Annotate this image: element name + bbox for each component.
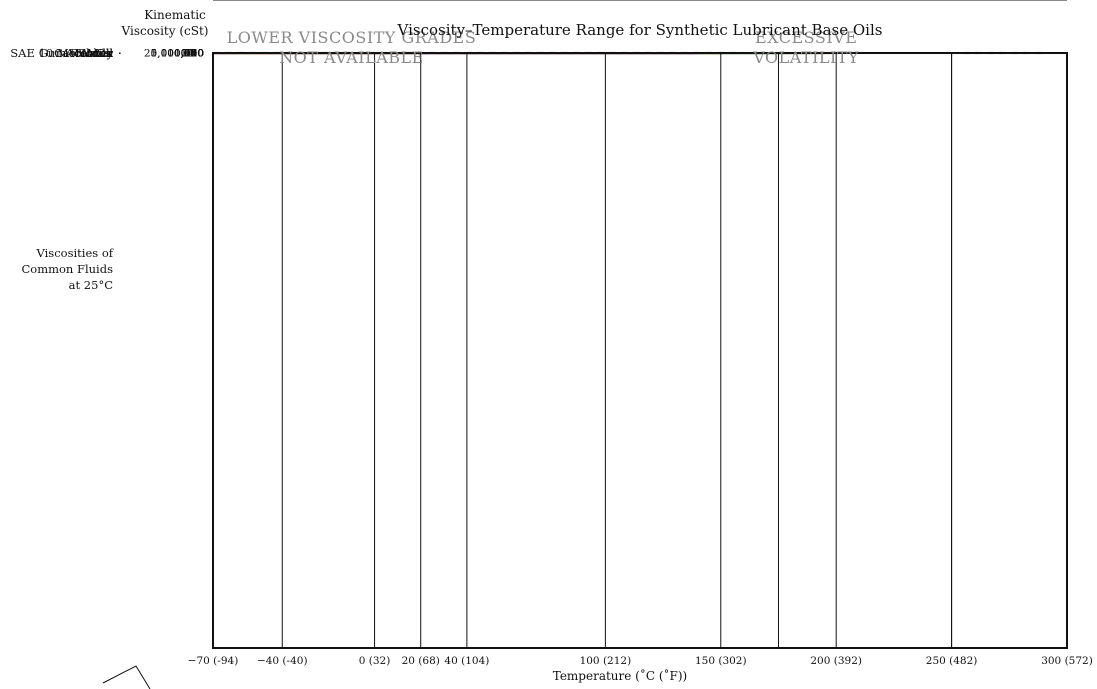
x-tick-label-10: 300 (572) <box>1041 655 1093 667</box>
common-fluid-tick-5: · <box>118 46 122 60</box>
common-fluids-heading-line-3: at 25°C <box>69 278 114 292</box>
y-tick-label-9: 50 <box>191 48 204 60</box>
x-tick-label-4: 20 (68) <box>402 655 440 667</box>
x-tick-label-9: 250 (482) <box>926 655 978 667</box>
common-fluid-label-4: SAE 10 Motor Oil <box>10 46 113 60</box>
y-tick-label-12: 6.0 <box>187 48 204 60</box>
common-fluid-label-5: Milk <box>87 46 114 60</box>
common-fluid-label-2: Honey <box>75 46 113 60</box>
x-tick-label-1: −70 (-94) <box>188 655 239 667</box>
y-tick-label-13: 4.0 <box>187 48 204 60</box>
common-fluid-label-6: Water <box>78 46 113 60</box>
y-tick-label-18: 0.70 <box>181 48 204 60</box>
region-label-2-line-2: VOLATILITY <box>752 48 859 67</box>
y-tick-label-11: 8.0 <box>187 48 204 60</box>
page-corner-mark <box>102 665 151 689</box>
y-tick-label-16: 0.90 <box>181 48 204 60</box>
y-tick-label-1: 20,000,000 <box>144 48 204 60</box>
x-tick-label-3: 0 (32) <box>359 655 391 667</box>
y-axis-label-line-2: Viscosity (cSt) <box>121 24 209 38</box>
x-tick-labels: −70 (-94) −40 (-40) 0 (32) 20 (68) 40 (104) 1… <box>188 655 1093 667</box>
x-axis-label: Temperature (˚C (˚F)) <box>553 668 687 683</box>
y-tick-label-14: 2.0 <box>187 48 204 60</box>
y-tick-label-10: 10 <box>191 48 204 60</box>
common-fluid-tick-6: · <box>118 46 122 60</box>
common-fluids-heading-line-2: Common Fluids <box>21 262 113 276</box>
grid-layer <box>212 0 1068 648</box>
y-tick-label-2: 5,000,000 <box>151 48 204 60</box>
common-fluids-heading-line-1: Viscosities of <box>36 246 114 260</box>
y-tick-labels: 20,000,0005,000,0001,000,000100,00010,00… <box>144 0 204 60</box>
y-axis-label-line-1: Kinematic <box>144 8 206 22</box>
y-tick-label-19: 0.60 <box>181 48 204 60</box>
y-tick-label-5: 10,000 <box>167 48 204 60</box>
y-tick-label-4: 100,000 <box>161 48 204 60</box>
region-label-2-line-1: EXCESSIVE <box>755 28 857 47</box>
y-tick-label-6: 1,000 <box>174 48 204 60</box>
common-fluid-labels: Gum Rubber ·Honey ·Castor Oil ·SAE 10 Motor… <box>10 46 121 60</box>
common-fluid-label-7: Acetone <box>65 46 114 60</box>
x-tick-label-5: 40 (104) <box>444 655 489 667</box>
x-tick-label-2: −40 (-40) <box>257 655 308 667</box>
y-tick-label-8: 100 <box>184 48 204 60</box>
x-tick-label-6: 100 (212) <box>580 655 632 667</box>
common-fluid-tick-2: · <box>118 46 122 60</box>
y-tick-label-20: 0.50 <box>181 48 204 60</box>
y-tick-label-7: 500 <box>184 48 204 60</box>
common-fluid-tick-1: · <box>118 46 122 60</box>
x-tick-label-8: 200 (392) <box>810 655 862 667</box>
y-tick-label-22: 0.30 <box>181 0 204 3</box>
common-fluid-tick-3: · <box>118 46 122 60</box>
common-fluid-tick-7: · <box>118 46 122 60</box>
plot-frame <box>212 52 1068 649</box>
common-fluid-label-1: Gum Rubber <box>39 46 114 60</box>
y-tick-label-21: 0.40 <box>181 48 204 60</box>
common-fluid-tick-4: · <box>118 46 122 60</box>
y-tick-label-17: 0.80 <box>181 48 204 60</box>
x-tick-label-7: 150 (302) <box>695 655 747 667</box>
region-label-1-line-1: LOWER VISCOSITY GRADES <box>227 28 477 47</box>
y-tick-label-15: 1.00 <box>181 48 204 60</box>
y-tick-label-3: 1,000,000 <box>151 48 204 60</box>
region-label-1-line-2: NOT AVAILABLE <box>279 48 424 67</box>
chart-title: Viscosity–Temperature Range for Syntheti… <box>397 21 883 39</box>
common-fluid-label-3: Castor Oil <box>54 46 113 60</box>
